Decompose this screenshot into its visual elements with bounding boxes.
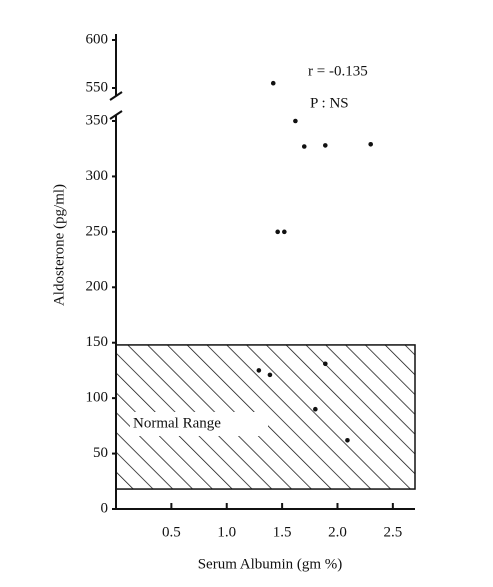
normal-range-label: Normal Range: [133, 415, 221, 431]
y-tick-label: 300: [86, 168, 109, 184]
point: [368, 141, 374, 147]
y-tick-label: 600: [86, 31, 109, 47]
y-axis-label: Aldosterone (pg/ml): [51, 184, 67, 306]
x-tick-label: 2.5: [383, 524, 402, 540]
point: [267, 372, 273, 378]
x-tick-label: 1.0: [217, 524, 236, 540]
y-tick-label: 100: [86, 390, 109, 406]
x-axis-label: Serum Albumin (gm %): [198, 556, 343, 572]
point: [313, 406, 318, 412]
point: [345, 437, 350, 443]
y-tick-label: 550: [86, 79, 109, 95]
annotation: P : NS: [310, 95, 349, 111]
annotation: r = -0.135: [308, 63, 368, 79]
label-bg: [130, 412, 268, 436]
y-tick-label: 50: [93, 445, 108, 461]
point: [282, 229, 287, 235]
y-tick-label: 150: [86, 334, 109, 350]
point: [256, 368, 262, 373]
y-tick-label: 0: [101, 500, 109, 516]
point: [275, 229, 280, 235]
point: [301, 144, 307, 149]
point: [323, 143, 328, 148]
axis-break: [109, 91, 123, 101]
x-tick-label: 0.5: [162, 524, 181, 540]
x-tick-label: 2.0: [328, 524, 347, 540]
point: [323, 361, 328, 367]
y-tick-label: 200: [86, 279, 109, 295]
axis-break: [109, 110, 123, 120]
point: [270, 80, 276, 86]
point: [293, 118, 298, 124]
y-tick-label: 250: [86, 223, 109, 239]
y-tick-label: 350: [86, 112, 109, 128]
x-tick-label: 1.5: [273, 524, 292, 540]
